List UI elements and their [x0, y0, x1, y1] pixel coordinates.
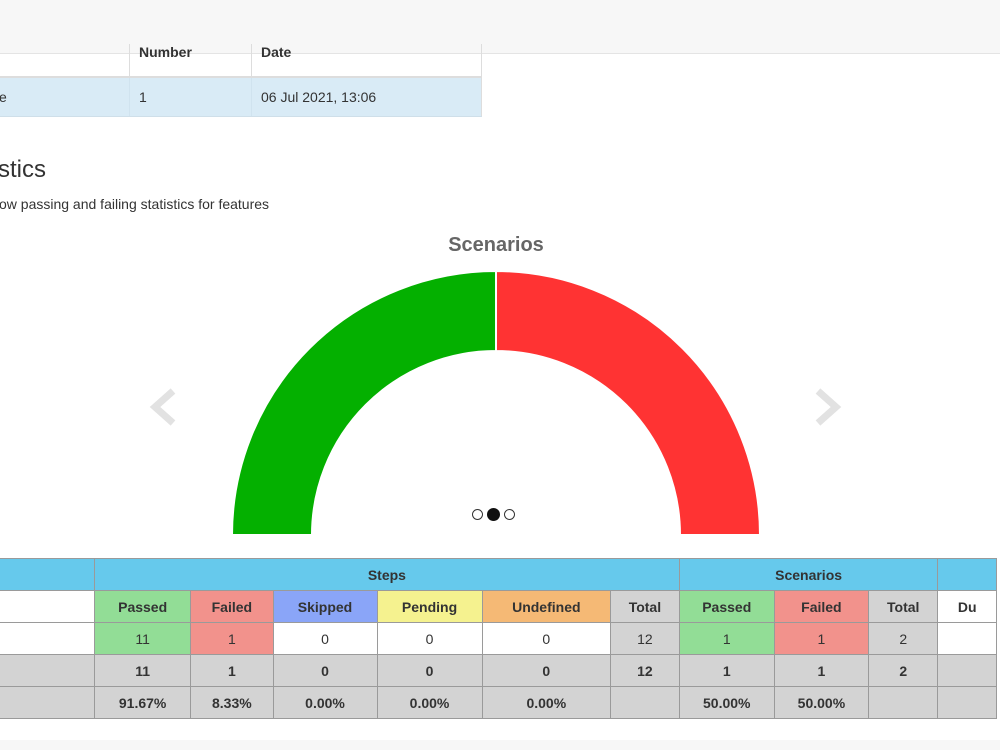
chart-title: Scenarios [448, 234, 544, 256]
gauge-slice-failed[interactable] [495, 269, 762, 536]
col-header-steps-undefined: Undefined [481, 590, 612, 623]
steps-total-cell: 12 [610, 622, 680, 655]
percent-steps-total [610, 686, 680, 719]
percent-label-cell [0, 686, 96, 719]
col-header-scenarios-passed: Passed [678, 590, 775, 623]
build-table-header: Number Date [0, 44, 482, 78]
totals-steps-pending: 0 [376, 654, 483, 687]
carousel-indicator-dot[interactable] [487, 508, 500, 521]
col-header-steps-pending: Pending [376, 590, 483, 623]
group-header-features [0, 558, 96, 591]
build-table-row: e 1 06 Jul 2021, 13:06 [0, 77, 482, 117]
chevron-left-icon [149, 388, 176, 426]
totals-steps-passed: 11 [94, 654, 192, 687]
build-number: 1 [129, 77, 252, 117]
percent-steps-undefined: 0.00% [481, 686, 612, 719]
totals-scenarios-total: 2 [867, 654, 939, 687]
build-info-table: Number Date e 1 06 Jul 2021, 13:06 [0, 44, 482, 117]
scenarios-total-cell: 2 [867, 622, 939, 655]
scenarios-passed-cell: 1 [678, 622, 775, 655]
stats-group-header-row: Steps Scenarios [0, 558, 997, 591]
carousel-indicator-dot[interactable] [472, 509, 483, 520]
totals-steps-undefined: 0 [481, 654, 612, 687]
totals-label-cell [0, 654, 96, 687]
build-table-header-cell [0, 44, 130, 78]
totals-steps-skipped: 0 [272, 654, 378, 687]
carousel-indicators [472, 508, 515, 521]
totals-steps-failed: 1 [190, 654, 274, 687]
col-header-scenarios-failed: Failed [773, 590, 869, 623]
statistics-table: Steps Scenarios Passed Failed Skipped Pe… [0, 558, 997, 719]
build-table-header-number: Number [129, 44, 252, 78]
percent-steps-passed: 91.67% [94, 686, 192, 719]
group-header-scenarios: Scenarios [678, 558, 939, 591]
totals-steps-total: 12 [610, 654, 680, 687]
col-header-steps-skipped: Skipped [272, 590, 378, 623]
footer-strip [0, 740, 1000, 750]
col-header-steps-total: Total [610, 590, 680, 623]
percent-duration [937, 686, 997, 719]
carousel-indicator-dot[interactable] [504, 509, 515, 520]
col-header-feature [0, 590, 96, 623]
steps-failed-cell: 1 [190, 622, 274, 655]
percent-scenarios-total [867, 686, 939, 719]
steps-undefined-cell: 0 [481, 622, 612, 655]
totals-scenarios-passed: 1 [678, 654, 775, 687]
gauge-slice-passed[interactable] [230, 269, 497, 536]
feature-row: 11 1 0 0 0 12 1 1 2 [0, 622, 997, 655]
steps-pending-cell: 0 [376, 622, 483, 655]
build-table-cell: e [0, 77, 130, 117]
statistics-subtitle: ow passing and failing statistics for fe… [0, 196, 270, 212]
scenarios-failed-cell: 1 [773, 622, 869, 655]
col-header-steps-failed: Failed [190, 590, 274, 623]
col-header-steps-passed: Passed [94, 590, 192, 623]
percent-steps-failed: 8.33% [190, 686, 274, 719]
carousel-prev-button[interactable] [145, 385, 185, 429]
steps-skipped-cell: 0 [272, 622, 378, 655]
steps-passed-cell: 11 [94, 622, 192, 655]
stats-column-header-row: Passed Failed Skipped Pending Undefined … [0, 590, 997, 623]
percent-scenarios-passed: 50.00% [678, 686, 775, 719]
feature-name-cell [0, 622, 96, 655]
statistics-heading: stics [0, 156, 46, 183]
totals-scenarios-failed: 1 [773, 654, 869, 687]
carousel-next-button[interactable] [806, 385, 846, 429]
totals-row: 11 1 0 0 0 12 1 1 2 [0, 654, 997, 687]
scenarios-gauge-chart [230, 269, 762, 536]
group-header-features-extra [937, 558, 997, 591]
percent-scenarios-failed: 50.00% [773, 686, 869, 719]
group-header-steps: Steps [94, 558, 680, 591]
totals-duration [937, 654, 997, 687]
col-header-scenarios-total: Total [867, 590, 939, 623]
chevron-right-icon [815, 388, 842, 426]
percent-row: 91.67% 8.33% 0.00% 0.00% 0.00% 50.00% 50… [0, 686, 997, 719]
percent-steps-pending: 0.00% [376, 686, 483, 719]
build-date: 06 Jul 2021, 13:06 [251, 77, 482, 117]
duration-cell [937, 622, 997, 655]
percent-steps-skipped: 0.00% [272, 686, 378, 719]
col-header-duration: Du [937, 590, 997, 623]
build-table-header-date: Date [251, 44, 482, 78]
